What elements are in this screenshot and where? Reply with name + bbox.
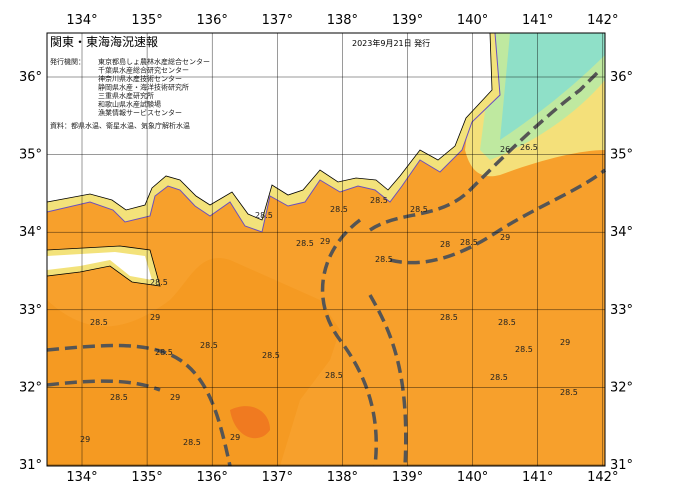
lon-label-bottom: 135° bbox=[131, 470, 162, 485]
contour-label: 28.5 bbox=[150, 278, 168, 287]
lon-label-top: 136° bbox=[197, 13, 228, 28]
contour-label: 28.5 bbox=[155, 348, 173, 357]
contour-label: 28.5 bbox=[200, 341, 218, 350]
contour-label: 28.5 bbox=[183, 438, 201, 447]
contour-label: 29 bbox=[560, 338, 570, 347]
lon-label-top: 142° bbox=[587, 13, 618, 28]
contour-label: 29 bbox=[500, 233, 510, 242]
lon-label-top: 137° bbox=[262, 13, 293, 28]
lon-label-top: 138° bbox=[327, 13, 358, 28]
lat-label-right: 36° bbox=[610, 70, 633, 85]
lon-label-top: 141° bbox=[522, 13, 553, 28]
lon-label-bottom: 137° bbox=[262, 470, 293, 485]
contour-label: 28.5 bbox=[110, 393, 128, 402]
agency: 千葉県水産総合研究センター bbox=[98, 66, 189, 75]
lon-label-bottom: 138° bbox=[327, 470, 358, 485]
lon-label-bottom: 134° bbox=[66, 470, 97, 485]
lat-label-right: 32° bbox=[610, 380, 633, 395]
contour-label: 28.5 bbox=[375, 255, 393, 264]
contour-label: 28.5 bbox=[330, 205, 348, 214]
frame bbox=[46, 32, 606, 467]
lon-label-top: 139° bbox=[392, 13, 423, 28]
lat-label-left: 36° bbox=[19, 70, 42, 85]
contour-label: 28.5 bbox=[490, 373, 508, 382]
agency: 和歌山県水産試験場 bbox=[98, 100, 161, 109]
lat-label-left: 32° bbox=[19, 380, 42, 395]
lat-label-left: 33° bbox=[19, 303, 42, 318]
contour-label: 28.5 bbox=[262, 351, 280, 360]
agency: 静岡県水産・海洋技術研究所 bbox=[98, 83, 189, 92]
contour-label: 28.5 bbox=[440, 313, 458, 322]
lon-label-bottom: 141° bbox=[522, 470, 553, 485]
lon-label-bottom: 140° bbox=[457, 470, 488, 485]
lon-label-bottom: 139° bbox=[392, 470, 423, 485]
contour-label: 28.5 bbox=[560, 388, 578, 397]
contour-label: 28.5 bbox=[370, 196, 388, 205]
lon-label-top: 140° bbox=[457, 13, 488, 28]
legend-box bbox=[47, 33, 209, 133]
lon-label-top: 134° bbox=[66, 13, 97, 28]
contour-label: 28.5 bbox=[498, 318, 516, 327]
agency: 三重県水産研究所 bbox=[98, 91, 154, 100]
lat-label-left: 35° bbox=[19, 148, 42, 163]
colder-water bbox=[500, 33, 605, 140]
contour-label: 29 bbox=[230, 433, 240, 442]
contour-label: 28.5 bbox=[255, 211, 273, 220]
lon-label-bottom: 136° bbox=[197, 470, 228, 485]
contour-label: 29 bbox=[150, 313, 160, 322]
contour-label: 28.5 bbox=[460, 238, 478, 247]
lon-label-bottom: 142° bbox=[587, 470, 618, 485]
contour-label: 28 bbox=[440, 240, 450, 249]
current bbox=[46, 68, 607, 467]
warm-eddy bbox=[230, 406, 270, 439]
contour-label: 29 bbox=[80, 435, 90, 444]
lat-label-right: 35° bbox=[610, 148, 633, 163]
contour-label: 28.5 bbox=[410, 205, 428, 214]
contour-label: 26.5 bbox=[520, 143, 538, 152]
lon-label-top: 135° bbox=[131, 13, 162, 28]
contour-label: 29 bbox=[170, 393, 180, 402]
contour-label: 28.5 bbox=[90, 318, 108, 327]
warm-water bbox=[47, 258, 340, 466]
contour-label: 28.5 bbox=[296, 239, 314, 248]
lat-label-right: 31° bbox=[610, 458, 633, 473]
contour-label: 28.5 bbox=[515, 345, 533, 354]
agency: 神奈川県水産技術センター bbox=[98, 74, 182, 83]
agency: 漁業情報サービスセンター bbox=[98, 108, 182, 117]
lat-label-left: 31° bbox=[19, 458, 42, 473]
agency: 東京都島しょ農林水産総合センター bbox=[98, 57, 210, 66]
agency-label: 発行機関： bbox=[50, 57, 85, 66]
lat-label-right: 34° bbox=[610, 225, 633, 240]
date: 2023年9月21日 発行 bbox=[352, 38, 430, 48]
source: 資料：都県水温、衛星水温、気象庁解析水温 bbox=[50, 121, 190, 130]
lat-label-left: 34° bbox=[19, 225, 42, 240]
lat-label-right: 33° bbox=[610, 303, 633, 318]
contour-label: 26 bbox=[500, 145, 510, 154]
land bbox=[47, 252, 152, 280]
contour-label: 28.5 bbox=[325, 371, 343, 380]
contour-label: 29 bbox=[320, 237, 330, 246]
title: 関東・東海海況速報 bbox=[50, 34, 158, 49]
graticule bbox=[47, 33, 605, 466]
